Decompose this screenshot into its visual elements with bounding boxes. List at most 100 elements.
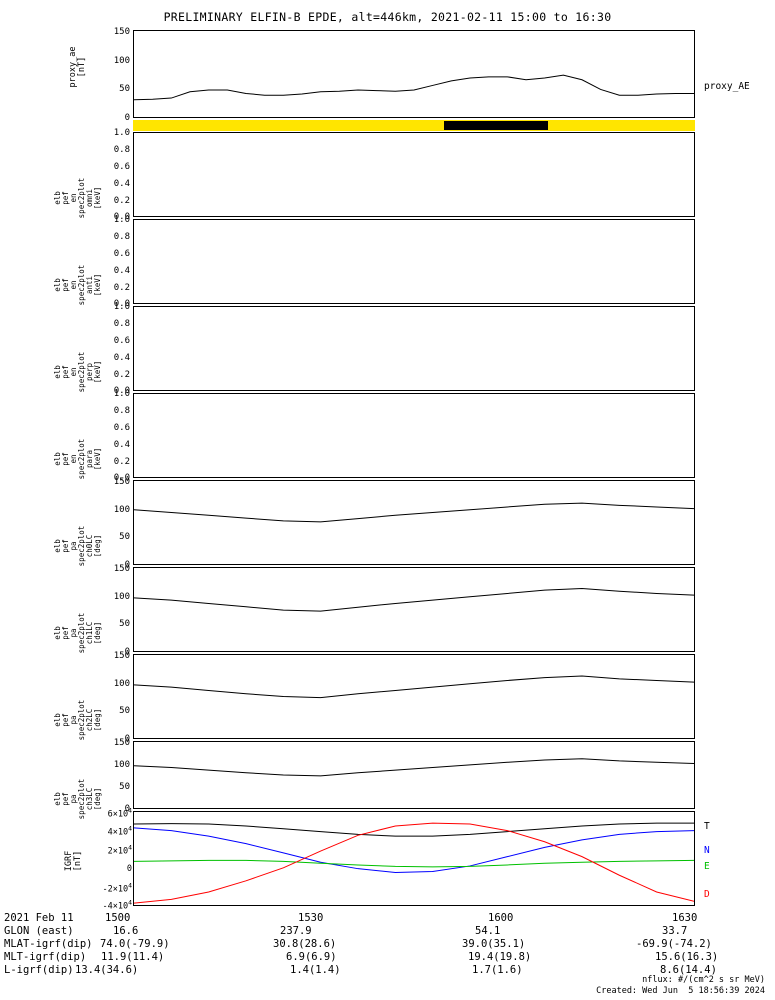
ytick: 150 xyxy=(113,738,130,748)
footer-value: 33.7 xyxy=(662,925,688,937)
ytick: 100 xyxy=(113,504,130,515)
igrf-legend-t: T xyxy=(704,821,710,832)
ytick: 50 xyxy=(119,706,130,717)
ytick: 0.6 xyxy=(113,162,130,172)
pa-ch1lc-ylabel: elb pef pa spec2plot ch1LC [deg] xyxy=(53,612,102,654)
ytick: 0 xyxy=(124,647,130,657)
ytick: 100 xyxy=(113,55,130,66)
ytick: 0.8 xyxy=(113,319,130,329)
ytick: 50 xyxy=(119,532,130,543)
ytick: 0.2 xyxy=(113,196,130,206)
footer-value: 11.9(11.4) xyxy=(101,951,165,963)
panel-proxy-ae xyxy=(133,30,695,118)
ytick: -2×104 xyxy=(102,881,132,895)
proxy-ae-legend: proxy_AE xyxy=(704,81,750,92)
ytick: 0.2 xyxy=(113,283,130,293)
footer-date: 2021 Feb 11 xyxy=(4,912,74,924)
xtick-label: 1600 xyxy=(488,912,514,924)
footer-value: 237.9 xyxy=(280,925,312,937)
ytick: 150 xyxy=(113,27,130,37)
igrf-traces xyxy=(134,812,694,905)
footer-value: 30.8(28.6) xyxy=(273,938,337,950)
xtick-label: 1500 xyxy=(105,912,131,924)
footer-value: 1.7(1.6) xyxy=(472,964,523,976)
footer-value: 39.0(35.1) xyxy=(462,938,526,950)
pa-ch0lc-trace xyxy=(134,481,694,564)
footer-value: -69.9(-74.2) xyxy=(636,938,712,950)
pa-ch2lc-yticks: 150 100 50 0 xyxy=(100,651,130,744)
ytick: 0.0 xyxy=(113,299,130,309)
ytick: 1.0 xyxy=(113,302,130,312)
panel-pa-ch0lc xyxy=(133,480,695,565)
ytick: 1.0 xyxy=(113,389,130,399)
pa-ch0lc-yticks: 150 100 50 0 xyxy=(100,477,130,570)
ytick: 0.8 xyxy=(113,232,130,242)
ytick: 4×104 xyxy=(107,824,132,838)
panel-en-spec-para xyxy=(133,393,695,478)
footer-value: 13.4(34.6) xyxy=(75,964,139,976)
ytick: 1.0 xyxy=(113,128,130,138)
pa-ch1lc-yticks: 150 100 50 0 xyxy=(100,564,130,657)
ytick: 100 xyxy=(113,678,130,689)
ytick: 50 xyxy=(119,782,130,792)
en-spec-omni-ylabel: elb pef en spec2plot omni [keV] xyxy=(53,177,102,219)
ytick: 1.0 xyxy=(113,215,130,225)
footer-row-label-mlt: MLT-igrf(dip) xyxy=(4,951,87,963)
en-spec-para-ylabel: elb pef en spec2plot para [keV] xyxy=(53,438,102,480)
footer-value: 74.0(-79.9) xyxy=(100,938,170,950)
igrf-ylabel: IGRF [nT] xyxy=(64,850,83,872)
ytick: 0.0 xyxy=(113,212,130,222)
en-spec-perp-ylabel: elb pef en spec2plot perp [keV] xyxy=(53,351,102,393)
pa-ch0lc-ylabel: elb pef pa spec2plot ch0LC [deg] xyxy=(53,525,102,567)
ytick: 0.0 xyxy=(113,386,130,396)
footer-value: 6.9(6.9) xyxy=(286,951,337,963)
ytick: 0.8 xyxy=(113,406,130,416)
ytick: 0.2 xyxy=(113,457,130,467)
footer-value: 15.6(16.3) xyxy=(655,951,719,963)
ytick: 0 xyxy=(124,560,130,570)
panel-igrf xyxy=(133,811,695,906)
ytick: 150 xyxy=(113,477,130,487)
footer-value: 16.6 xyxy=(113,925,139,937)
ytick: 50 xyxy=(119,619,130,630)
igrf-legend-d: D xyxy=(704,889,710,900)
page-title: PRELIMINARY ELFIN-B EPDE, alt=446km, 202… xyxy=(163,10,612,24)
footer-row-label-glon: GLON (east) xyxy=(4,925,74,937)
status-bar-yellow xyxy=(133,120,695,131)
credit-text: nflux: #/(cm^2 s sr MeV) Created: Wed Ju… xyxy=(596,975,765,996)
panel-en-spec-perp xyxy=(133,306,695,391)
panel-en-spec-omni xyxy=(133,132,695,217)
pa-ch3lc-yticks: 150 100 50 0 xyxy=(100,738,130,814)
ytick: 2×104 xyxy=(107,843,132,857)
ytick: 0 xyxy=(124,113,130,123)
ytick: 0 xyxy=(124,734,130,744)
footer-value: 8.6(14.4) xyxy=(660,964,717,976)
ytick: 0.0 xyxy=(113,473,130,483)
ytick: 6×104 xyxy=(107,806,132,820)
en-spec-perp-yticks: 1.0 0.8 0.6 0.4 0.2 0.0 xyxy=(100,302,130,396)
footer-value: 54.1 xyxy=(475,925,501,937)
panel-en-spec-anti xyxy=(133,219,695,304)
igrf-legend-e: E xyxy=(704,861,710,872)
footer-value: 19.4(19.8) xyxy=(468,951,532,963)
footer-row-label-l: L-igrf(dip) xyxy=(4,964,74,976)
en-spec-para-yticks: 1.0 0.8 0.6 0.4 0.2 0.0 xyxy=(100,389,130,483)
footer-value: 1.4(1.4) xyxy=(290,964,341,976)
pa-ch2lc-trace xyxy=(134,655,694,738)
ytick: 100 xyxy=(113,760,130,770)
proxy-ae-trace xyxy=(134,31,694,117)
ytick: 150 xyxy=(113,564,130,574)
status-bar-black xyxy=(444,121,548,130)
proxy-ae-ylabel: proxy_ae [nT] xyxy=(68,46,87,88)
panel-pa-ch2lc xyxy=(133,654,695,739)
pa-ch1lc-trace xyxy=(134,568,694,651)
ytick: 0.4 xyxy=(113,266,130,276)
footer-row-label-mlat: MLAT-igrf(dip) xyxy=(4,938,93,950)
panel-pa-ch1lc xyxy=(133,567,695,652)
xtick-label: 1530 xyxy=(298,912,324,924)
ytick: 0 xyxy=(124,804,130,814)
ytick: 0.8 xyxy=(113,145,130,155)
ytick: 0.6 xyxy=(113,336,130,346)
ytick: 150 xyxy=(113,651,130,661)
